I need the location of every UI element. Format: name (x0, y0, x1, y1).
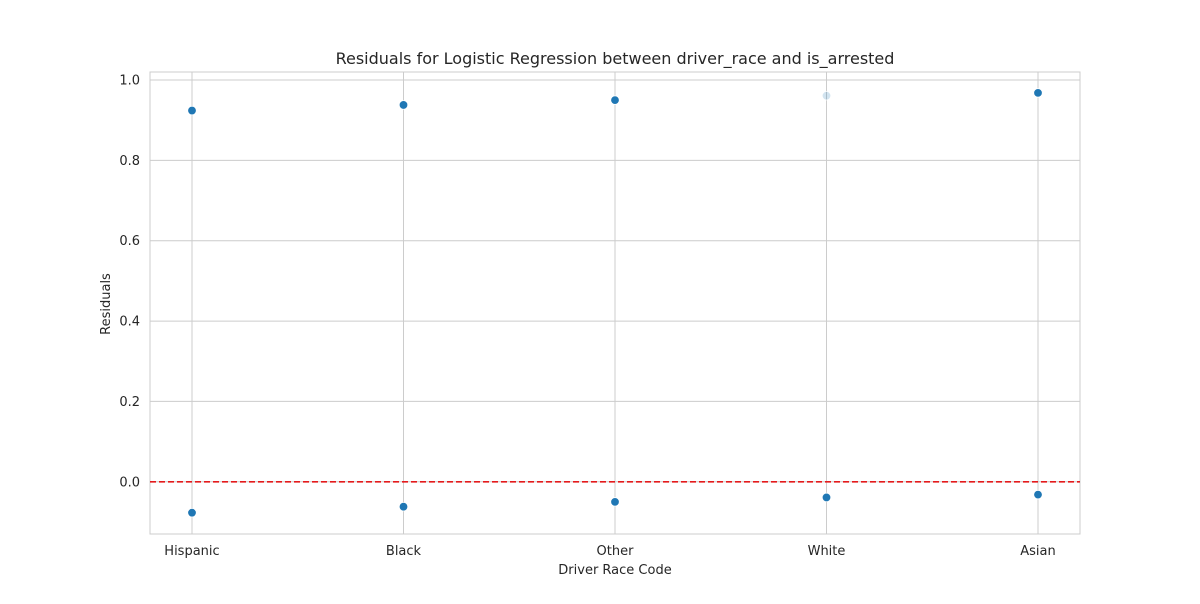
data-point (1033, 88, 1043, 98)
data-point (398, 100, 409, 110)
y-tick-label: 1.0 (119, 74, 140, 89)
plot-area: 0.0 0.2 0.4 0.6 0.8 1.0 Hispanic Black Other Whit… (119, 71, 1081, 559)
data-point (398, 501, 409, 512)
data-point (610, 95, 620, 105)
y-axis-label: Residuals (99, 273, 114, 335)
data-point (821, 492, 832, 503)
y-tick-label: 0.0 (119, 475, 140, 490)
y-tick-label: 0.6 (119, 234, 140, 249)
data-point (187, 105, 197, 116)
x-tick-label: Black (386, 544, 422, 559)
y-tick-label: 0.4 (119, 315, 140, 330)
y-tick-label: 0.8 (119, 154, 140, 169)
x-tick-label: Hispanic (164, 544, 219, 559)
y-tick-label: 0.2 (119, 395, 140, 410)
x-tick-label: Other (597, 544, 635, 559)
chart-title: Residuals for Logistic Regression betwee… (336, 49, 895, 69)
x-tick-label: White (808, 544, 846, 559)
x-tick-label: Asian (1020, 544, 1055, 559)
data-point (821, 91, 832, 101)
data-point (610, 497, 620, 507)
data-point (1033, 489, 1043, 500)
data-point (187, 508, 197, 518)
x-axis-label: Driver Race Code (558, 563, 671, 578)
